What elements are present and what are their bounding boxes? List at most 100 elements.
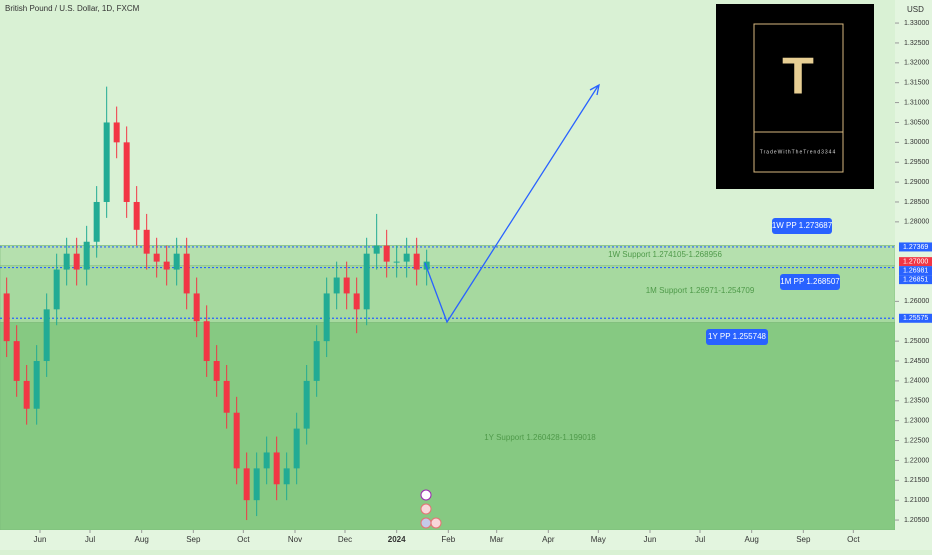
x-tick-label: Oct bbox=[237, 535, 250, 544]
x-tick-label: Jun bbox=[34, 535, 47, 544]
price-marker-label: 1.26851 bbox=[903, 276, 928, 283]
y-tick-label: 1.23500 bbox=[904, 398, 929, 405]
candle-body bbox=[323, 293, 330, 342]
plot bbox=[3, 86, 430, 521]
candle-body bbox=[93, 201, 100, 242]
price-marker bbox=[899, 275, 932, 285]
price-marker-label: 1.26981 bbox=[903, 267, 928, 274]
logo-name: TradeWithTheTrend3344 bbox=[760, 149, 837, 155]
currency: USD bbox=[907, 5, 924, 14]
zones bbox=[0, 244, 896, 531]
price-marker bbox=[899, 266, 932, 276]
candle-body bbox=[363, 253, 370, 310]
candle-body bbox=[63, 253, 70, 270]
price-marker bbox=[899, 257, 932, 267]
icon bbox=[420, 489, 432, 501]
candle-body bbox=[173, 253, 180, 270]
price-marker bbox=[899, 242, 932, 252]
price-marker-label: 1.27000 bbox=[903, 258, 928, 265]
price-marker bbox=[899, 313, 932, 323]
candle-body bbox=[413, 253, 420, 270]
candle-body bbox=[213, 361, 220, 381]
x-tick-label: May bbox=[591, 535, 606, 544]
y-tick-label: 1.31000 bbox=[904, 99, 929, 106]
candle-body bbox=[353, 293, 360, 310]
y-tick-label: 1.21000 bbox=[904, 497, 929, 504]
y-tick-label: 1.28000 bbox=[904, 219, 929, 226]
y-tick-label: 1.31500 bbox=[904, 80, 929, 87]
x-tick-label: Jul bbox=[85, 535, 95, 544]
candle-body bbox=[103, 122, 110, 202]
price-marker-label: 1.27369 bbox=[903, 244, 928, 251]
candle-body bbox=[43, 309, 50, 362]
candle-body bbox=[23, 380, 30, 409]
price-marker-label: 1.25575 bbox=[903, 315, 928, 322]
pivot-callout bbox=[780, 274, 840, 290]
candle-body bbox=[273, 452, 280, 485]
x-tick-label: Jul bbox=[695, 535, 705, 544]
candle-body bbox=[303, 380, 310, 429]
arrow-head bbox=[589, 83, 600, 96]
zone-label: 1Y Support 1.260428-1.199018 bbox=[484, 433, 596, 442]
candle-body bbox=[233, 412, 240, 469]
y-tick-label: 1.29500 bbox=[904, 159, 929, 166]
candle-body bbox=[33, 361, 40, 409]
y-tick-label: 1.22500 bbox=[904, 437, 929, 444]
y-tick-label: 1.24000 bbox=[904, 378, 929, 385]
candle-body bbox=[3, 293, 10, 342]
candle-body bbox=[143, 229, 150, 254]
y-tick-label: 1.33000 bbox=[904, 20, 929, 27]
candle-body bbox=[73, 253, 80, 270]
icon bbox=[420, 503, 432, 515]
candle-body bbox=[333, 277, 340, 294]
candle-body bbox=[183, 253, 190, 294]
pivot-callout bbox=[706, 329, 768, 345]
icon bbox=[430, 517, 442, 529]
y-tick-label: 1.30000 bbox=[904, 139, 929, 146]
logo-box bbox=[716, 4, 874, 189]
candle-body bbox=[223, 380, 230, 413]
candle-body bbox=[403, 253, 410, 262]
y-tick-label: 1.32000 bbox=[904, 60, 929, 67]
y-tick-label: 1.25000 bbox=[904, 338, 929, 345]
time-axis bbox=[0, 530, 895, 550]
candle-body bbox=[123, 142, 130, 202]
x-tick-label: Aug bbox=[745, 535, 759, 544]
event-icons bbox=[420, 489, 442, 529]
icon bbox=[420, 517, 432, 529]
zone-label: 1M Support 1.26971-1.254709 bbox=[646, 286, 755, 295]
candle-body bbox=[373, 245, 380, 254]
projection-arrow bbox=[424, 85, 599, 324]
logo-letter: T bbox=[782, 48, 814, 106]
candle-body bbox=[133, 201, 140, 230]
x-tick-label: Sep bbox=[186, 535, 201, 544]
candle-body bbox=[423, 261, 430, 270]
logo-frame-bottom bbox=[753, 131, 844, 173]
x-tick-label: Jun bbox=[644, 535, 657, 544]
y-tick-label: 1.32500 bbox=[904, 40, 929, 47]
zone-label: 1W Support 1.274105-1.268956 bbox=[608, 250, 722, 259]
candle-body bbox=[293, 428, 300, 469]
y-tick-label: 1.23000 bbox=[904, 418, 929, 425]
x-tick-label: Feb bbox=[441, 535, 455, 544]
chart-title: British Pound / U.S. Dollar, 1D, FXCM bbox=[5, 4, 140, 13]
candle-body bbox=[393, 261, 400, 263]
y-tick-label: 1.20500 bbox=[904, 517, 929, 524]
x-tick-label: Nov bbox=[288, 535, 302, 544]
candle-body bbox=[193, 293, 200, 322]
candle-body bbox=[53, 269, 60, 310]
x-tick-label: Aug bbox=[135, 535, 149, 544]
y-tick-label: 1.24500 bbox=[904, 358, 929, 365]
y-tick-label: 1.29000 bbox=[904, 179, 929, 186]
x-tick-label: Dec bbox=[338, 535, 352, 544]
y-tick-label: 1.28500 bbox=[904, 199, 929, 206]
pivot-label: 1Y PP 1.255748 bbox=[708, 332, 767, 341]
x-tick-label: Sep bbox=[796, 535, 811, 544]
pivot-label: 1W PP 1.273687 bbox=[772, 221, 833, 230]
x-tick-label: Oct bbox=[847, 535, 860, 544]
candle-body bbox=[243, 468, 250, 501]
candle-body bbox=[113, 122, 120, 143]
candle-body bbox=[383, 245, 390, 262]
candle-body bbox=[343, 277, 350, 294]
